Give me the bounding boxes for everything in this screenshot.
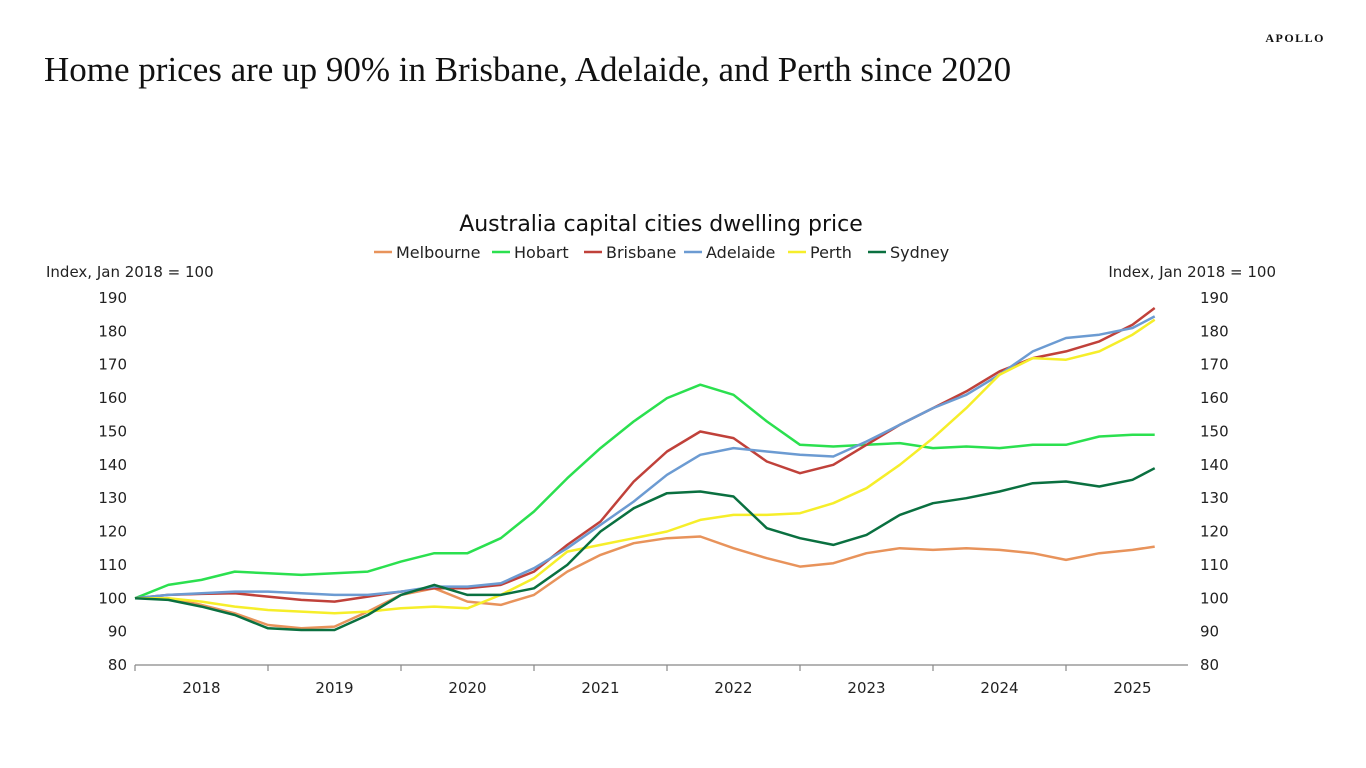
y-tick-label-right: 130: [1200, 489, 1229, 507]
y-tick-label-left: 110: [98, 556, 127, 574]
x-tick-label: 2021: [581, 679, 619, 697]
y-tick-label-left: 130: [98, 489, 127, 507]
series-line-hobart: [134, 383, 1155, 600]
y-tick-label-left: 100: [98, 589, 127, 607]
series-line-perth: [135, 318, 1156, 615]
y-tick-label-right: 160: [1200, 389, 1229, 407]
y-tick-label-left: 150: [98, 422, 127, 440]
y-tick-label-right: 180: [1200, 322, 1229, 340]
series-line-brisbane: [134, 307, 1156, 603]
x-tick-label: 2020: [448, 679, 486, 697]
y-tick-label-right: 170: [1200, 356, 1229, 374]
y-tick-label-left: 190: [98, 289, 127, 307]
x-tick-label: 2019: [315, 679, 353, 697]
x-tick-label: 2025: [1113, 679, 1151, 697]
series-line-sydney: [134, 467, 1156, 632]
x-tick-label: 2024: [980, 679, 1018, 697]
y-tick-label-right: 100: [1200, 589, 1229, 607]
y-tick-label-left: 160: [98, 389, 127, 407]
y-tick-label-right: 90: [1200, 623, 1219, 641]
y-tick-label-left: 140: [98, 456, 127, 474]
legend-label: Adelaide: [706, 243, 775, 262]
y-axis-label-left: Index, Jan 2018 = 100: [46, 263, 214, 281]
legend-label: Brisbane: [606, 243, 676, 262]
legend-label: Sydney: [890, 243, 949, 262]
y-tick-label-right: 190: [1200, 289, 1229, 307]
apollo-logo: APOLLO: [1265, 31, 1325, 45]
page-title: Home prices are up 90% in Brisbane, Adel…: [44, 50, 1012, 89]
y-tick-label-right: 80: [1200, 656, 1219, 674]
y-tick-label-left: 120: [98, 523, 127, 541]
series-line-adelaide: [134, 315, 1156, 600]
x-tick-label: 2022: [714, 679, 752, 697]
series-line-melbourne: [135, 535, 1155, 630]
y-axis-label-right: Index, Jan 2018 = 100: [1108, 263, 1276, 281]
y-tick-label-right: 140: [1200, 456, 1229, 474]
y-tick-label-left: 170: [98, 356, 127, 374]
legend-label: Melbourne: [396, 243, 480, 262]
y-tick-label-right: 110: [1200, 556, 1229, 574]
legend-label: Perth: [810, 243, 852, 262]
x-tick-label: 2023: [847, 679, 885, 697]
legend-item-adelaide: Adelaide: [684, 243, 775, 262]
y-tick-label-left: 180: [98, 322, 127, 340]
x-tick-label: 2018: [182, 679, 220, 697]
legend-item-melbourne: Melbourne: [374, 243, 480, 262]
y-tick-label-right: 150: [1200, 422, 1229, 440]
legend-item-brisbane: Brisbane: [584, 243, 676, 262]
legend-item-hobart: Hobart: [492, 243, 569, 262]
chart-title: Australia capital cities dwelling price: [459, 212, 863, 237]
legend-item-perth: Perth: [788, 243, 852, 262]
legend-item-sydney: Sydney: [868, 243, 949, 262]
y-tick-label-right: 120: [1200, 523, 1229, 541]
y-tick-label-left: 90: [108, 623, 127, 641]
legend: Melbourne Hobart Brisbane Adelaide Perth Sydn…: [374, 243, 949, 262]
y-tick-label-left: 80: [108, 656, 127, 674]
legend-label: Hobart: [514, 243, 569, 262]
